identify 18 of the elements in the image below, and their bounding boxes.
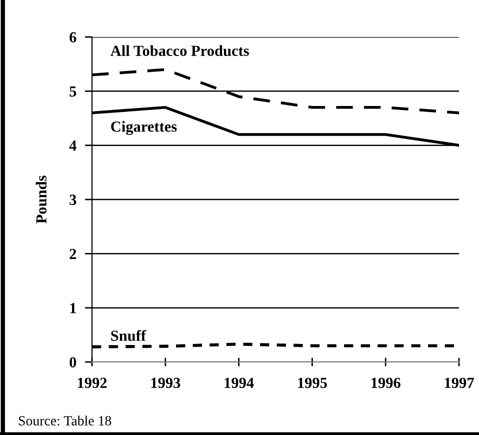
- y-tick-label: 3: [70, 194, 76, 205]
- y-tick-label: 2: [70, 248, 76, 259]
- x-tick-label: 1997: [444, 378, 474, 388]
- y-tick-label: 5: [70, 86, 76, 97]
- y-tick-label: 1: [70, 303, 76, 314]
- series-label: All Tobacco Products: [110, 45, 249, 56]
- x-tick-label: 1996: [372, 378, 400, 388]
- source-note: Source: Table 18: [18, 416, 112, 426]
- x-tick-label: 1994: [224, 378, 254, 388]
- y-axis-title: Pounds: [36, 176, 47, 224]
- series-label: Cigarettes: [111, 121, 177, 135]
- y-tick-label: 4: [69, 140, 76, 151]
- series-label: Snuff: [111, 330, 146, 341]
- x-tick-label: 1995: [298, 378, 327, 388]
- x-tick-label: 1993: [151, 378, 180, 388]
- x-tick-label: 1992: [78, 378, 107, 388]
- y-tick-label: 0: [70, 357, 76, 368]
- y-tick-label: 6: [70, 32, 76, 42]
